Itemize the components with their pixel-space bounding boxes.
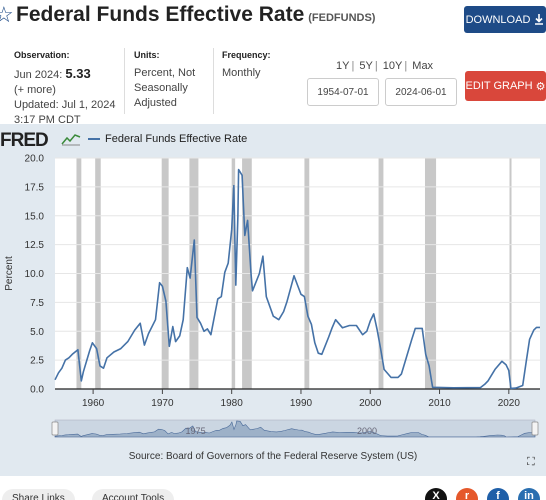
- range-1y[interactable]: 1Y: [336, 60, 350, 72]
- units-value: Percent, Not Seasonally Adjusted: [134, 67, 196, 109]
- chart-source: Source: Board of Governors of the Federa…: [128, 451, 418, 462]
- x-tick-label: 1960: [82, 398, 105, 409]
- x-tick-label: 2020: [498, 398, 521, 409]
- fullscreen-icon[interactable]: ⛶: [527, 456, 535, 468]
- observation-label: Observation:: [14, 50, 70, 60]
- navigator-label: 2000: [357, 426, 377, 436]
- range-10y[interactable]: 10Y: [382, 60, 403, 72]
- observation-period: Jun 2024:: [14, 69, 63, 81]
- updated-time: 3:17 PM CDT: [14, 114, 81, 126]
- observation-block: Observation: Jun 2024: 5.33 (+ more) Upd…: [14, 48, 124, 128]
- navigator-handle: [51, 421, 59, 436]
- navigator-label: 1975: [186, 426, 206, 436]
- y-tick-label: 7.5: [30, 298, 44, 309]
- edit-graph-button[interactable]: EDIT GRAPH ⚙: [465, 71, 546, 101]
- range-max[interactable]: Max: [412, 60, 434, 72]
- y-tick-label: 15.0: [25, 211, 45, 222]
- end-date-input[interactable]: 2024-06-01: [385, 78, 457, 106]
- frequency-value: Monthly: [222, 67, 261, 79]
- start-date-input[interactable]: 1954-07-01: [307, 78, 379, 106]
- x-icon[interactable]: X: [425, 488, 447, 500]
- download-button[interactable]: DOWNLOAD: [464, 6, 546, 33]
- account-tools-button[interactable]: Account Tools: [92, 489, 175, 500]
- range-5y[interactable]: 5Y: [359, 60, 373, 72]
- bottom-toolbar: Share Links Account Tools X r f in: [0, 486, 546, 500]
- updated-date: Updated: Jul 1, 2024: [14, 99, 116, 111]
- divider: [213, 48, 214, 114]
- y-axis-label: Percent: [4, 256, 15, 291]
- legend-label: Federal Funds Effective Rate: [105, 133, 248, 145]
- legend-swatch: [88, 138, 100, 140]
- y-tick-label: 10.0: [25, 269, 45, 280]
- linkedin-icon[interactable]: in: [518, 488, 540, 500]
- gear-icon: ⚙: [535, 80, 546, 93]
- series-id: (FEDFUNDS): [308, 12, 376, 24]
- facebook-icon[interactable]: f: [487, 488, 509, 500]
- x-tick-label: 1970: [151, 398, 174, 409]
- reddit-icon[interactable]: r: [456, 488, 478, 500]
- star-icon[interactable]: ☆: [0, 2, 14, 27]
- fred-sparkline-icon: [61, 134, 81, 146]
- y-tick-label: 20.0: [25, 154, 45, 165]
- x-tick-label: 1990: [290, 398, 313, 409]
- series-line: [54, 168, 540, 390]
- units-block: Units: Percent, Not Seasonally Adjusted: [134, 48, 214, 111]
- range-selector: 1Y | 5Y | 10Y | Max: [336, 60, 434, 72]
- series-header: ☆ Federal Funds Effective Rate (FEDFUNDS)…: [0, 0, 546, 40]
- edit-graph-label: EDIT GRAPH: [465, 80, 533, 92]
- x-tick-label: 2000: [359, 398, 382, 409]
- y-tick-label: 12.5: [25, 240, 45, 251]
- chart-panel: FRED Federal Funds Effective Rate 0.0 2.5…: [0, 124, 546, 476]
- more-link[interactable]: (+ more): [14, 84, 56, 96]
- page-title: Federal Funds Effective Rate (FEDFUNDS): [16, 3, 375, 27]
- download-icon: [535, 14, 544, 25]
- fred-logo: FRED: [0, 130, 49, 151]
- frequency-block: Frequency: Monthly: [222, 48, 302, 81]
- divider: [124, 48, 125, 114]
- observation-value: 5.33: [65, 66, 91, 81]
- navigator-series: [54, 420, 536, 438]
- line-chart[interactable]: 0.0 2.5 5.0 7.5 10.0 12.5 15.0 17.5 20.0 1960 1970…: [0, 124, 546, 454]
- download-label: DOWNLOAD: [465, 13, 531, 26]
- series-title: Federal Funds Effective Rate: [16, 3, 305, 26]
- y-tick-label: 17.5: [25, 182, 45, 193]
- frequency-label: Frequency:: [222, 50, 271, 60]
- chart-legend: Federal Funds Effective Rate: [88, 133, 247, 145]
- x-tick-label: 1980: [221, 398, 244, 409]
- y-tick-label: 5.0: [30, 327, 44, 338]
- y-tick-label: 2.5: [30, 356, 44, 367]
- units-label: Units:: [134, 50, 160, 60]
- navigator-handle: [531, 421, 539, 436]
- x-tick-label: 2010: [428, 398, 451, 409]
- share-links-button[interactable]: Share Links: [2, 489, 75, 500]
- y-tick-label: 0.0: [30, 385, 44, 396]
